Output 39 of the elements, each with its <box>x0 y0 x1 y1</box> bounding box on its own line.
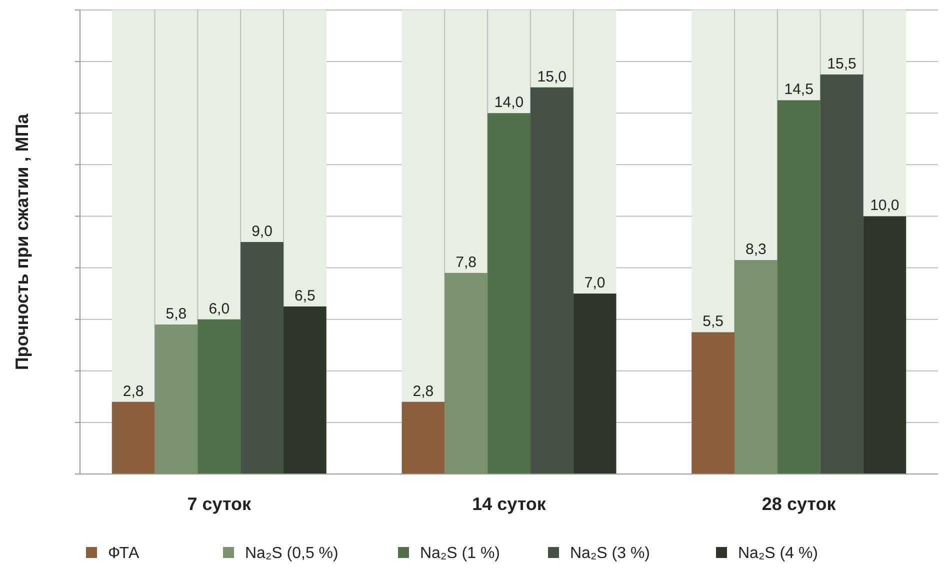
data-label: 14,0 <box>494 94 524 112</box>
data-label: 6,5 <box>294 287 316 304</box>
bar <box>154 324 198 474</box>
legend-label: Na₂S (4 %) <box>738 545 818 562</box>
data-label: 2,8 <box>412 382 434 400</box>
data-label: 10,0 <box>870 197 900 214</box>
legend-label: Na₂S (0,5 %) <box>245 545 338 562</box>
data-label: 9,0 <box>252 223 272 240</box>
legend-label: ФТА <box>108 545 140 562</box>
data-label: 14,5 <box>784 81 814 98</box>
y-axis-title: Прочность при сжатии , МПа <box>12 112 32 370</box>
bar <box>777 100 820 474</box>
data-label: 15,0 <box>537 68 566 86</box>
data-label: 7,8 <box>456 254 477 271</box>
x-tick-label: 14 суток <box>472 494 547 514</box>
data-label: 8,3 <box>746 241 766 258</box>
bar <box>283 306 326 474</box>
data-label: 15,5 <box>827 55 856 72</box>
x-tick-label: 7 суток <box>187 494 252 514</box>
bar <box>198 319 241 474</box>
bar <box>444 272 488 474</box>
bar <box>692 332 735 474</box>
bar <box>820 74 864 474</box>
data-label: 5,8 <box>166 305 187 322</box>
bar <box>863 216 906 474</box>
bar <box>530 87 574 474</box>
bar <box>402 402 445 474</box>
bar <box>112 402 155 474</box>
bar <box>240 242 284 474</box>
x-tick-label: 28 суток <box>762 494 837 514</box>
bar <box>573 294 616 474</box>
data-label: 7,0 <box>584 274 606 292</box>
bar <box>734 260 778 474</box>
legend-label: Na₂S (3 %) <box>570 545 650 562</box>
legend-label: Na₂S (1 %) <box>420 545 500 562</box>
data-label: 2,8 <box>122 382 144 400</box>
data-label: 5,5 <box>702 313 724 330</box>
data-label: 6,0 <box>208 300 230 318</box>
bar <box>488 113 530 474</box>
